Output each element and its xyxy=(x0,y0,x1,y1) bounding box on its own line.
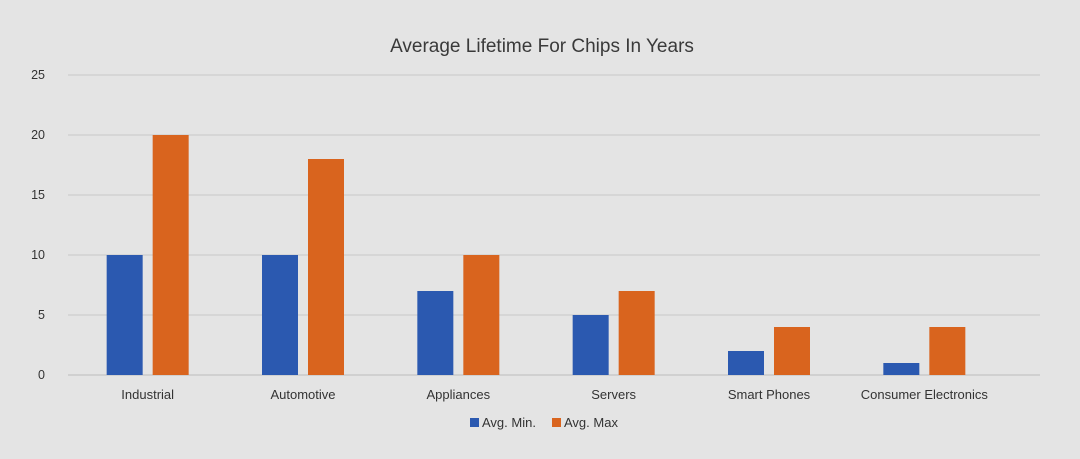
bars xyxy=(106,135,966,375)
bar-avg-min-smart-phones xyxy=(728,351,764,375)
gridlines xyxy=(68,74,1040,376)
bar-avg-max-consumer-electronics xyxy=(929,327,966,375)
x-axis-categories: Industrial Automotive Appliances Servers Sma… xyxy=(121,387,988,402)
y-axis-ticks: 0 5 10 15 20 25 xyxy=(31,68,45,382)
y-tick-label: 0 xyxy=(38,368,45,382)
y-tick-label: 15 xyxy=(31,188,45,202)
x-category-label: Appliances xyxy=(427,387,491,402)
bar-avg-min-automotive xyxy=(262,255,298,375)
x-category-label: Automotive xyxy=(270,387,335,402)
legend-swatch-avg-min xyxy=(470,418,479,427)
bar-avg-min-servers xyxy=(572,315,609,375)
y-tick-label: 25 xyxy=(31,68,45,82)
x-category-label: Smart Phones xyxy=(728,387,811,402)
legend-swatch-avg-max xyxy=(552,418,561,427)
legend-label-avg-min: Avg. Min. xyxy=(482,415,536,430)
y-tick-label: 10 xyxy=(31,248,45,262)
y-tick-label: 5 xyxy=(38,308,45,322)
x-category-label: Industrial xyxy=(121,387,174,402)
bar-avg-max-servers xyxy=(618,291,655,375)
chart-title: Average Lifetime For Chips In Years xyxy=(390,36,694,57)
bar-avg-max-industrial xyxy=(152,135,189,375)
x-category-label: Consumer Electronics xyxy=(861,387,989,402)
bar-avg-max-automotive xyxy=(308,159,344,375)
legend: Avg. Min. Avg. Max xyxy=(470,415,618,430)
bar-avg-min-industrial xyxy=(106,255,143,375)
x-category-label: Servers xyxy=(591,387,636,402)
legend-label-avg-max: Avg. Max xyxy=(564,415,618,430)
y-tick-label: 20 xyxy=(31,128,45,142)
bar-avg-min-consumer-electronics xyxy=(883,363,920,375)
bar-avg-max-appliances xyxy=(463,255,500,375)
bar-avg-max-smart-phones xyxy=(774,327,810,375)
bar-avg-min-appliances xyxy=(417,291,454,375)
